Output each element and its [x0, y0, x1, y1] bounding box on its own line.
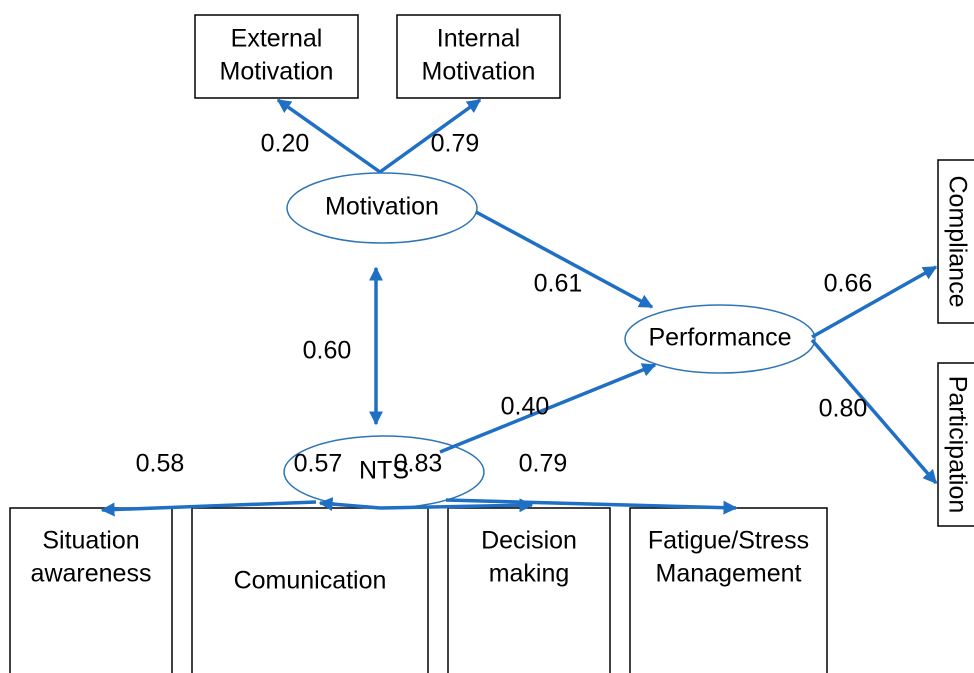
node-label: making [489, 560, 570, 588]
path-arrow [379, 498, 534, 513]
path-arrow [378, 98, 482, 174]
node-label: Performance [648, 324, 791, 352]
path-coefficient: 0.58 [136, 450, 185, 478]
node-label: Fatigue/Stress [648, 527, 809, 555]
path-arrow [439, 363, 657, 454]
path-coefficient: 0.66 [824, 270, 873, 298]
node-label: Comunication [234, 567, 387, 595]
path-arrow [100, 500, 317, 517]
node-label: External [231, 25, 323, 53]
node-box [194, 14, 359, 99]
path-arrow [475, 210, 654, 309]
path-coefficient: 0.57 [294, 450, 343, 478]
node-box [191, 507, 429, 673]
node-box [937, 159, 974, 324]
path-coefficient: 0.79 [431, 130, 480, 158]
path-coefficient: 0.40 [501, 393, 550, 421]
path-arrow [318, 497, 381, 512]
node-label: NTS [359, 457, 409, 485]
node-box [9, 507, 173, 673]
path-arrow [810, 338, 938, 485]
node-label: Motivation [325, 193, 439, 221]
node-ellipse [624, 304, 816, 374]
path-coefficient: 0.60 [303, 337, 352, 365]
node-box [937, 362, 974, 527]
node-label: Compliance [943, 175, 971, 307]
path-coefficient: 0.61 [534, 270, 583, 298]
node-label: Internal [437, 25, 520, 53]
node-box [629, 507, 828, 673]
node-label: Decision [481, 527, 577, 555]
node-ellipse [286, 172, 478, 244]
node-label: awareness [31, 560, 152, 588]
node-box [447, 507, 611, 673]
path-arrow [276, 98, 382, 174]
path-arrow [811, 265, 938, 339]
node-label: Situation [42, 527, 139, 555]
node-label: Motivation [422, 58, 536, 86]
path-coefficient: 0.79 [519, 450, 568, 478]
node-label: Motivation [220, 58, 334, 86]
path-arrow [445, 498, 738, 515]
node-label: Management [656, 560, 802, 588]
node-box [396, 14, 561, 99]
path-coefficient: 0.83 [394, 450, 443, 478]
path-coefficient: 0.20 [261, 130, 310, 158]
path-coefficient: 0.80 [819, 395, 868, 423]
node-label: Participation [943, 376, 971, 514]
